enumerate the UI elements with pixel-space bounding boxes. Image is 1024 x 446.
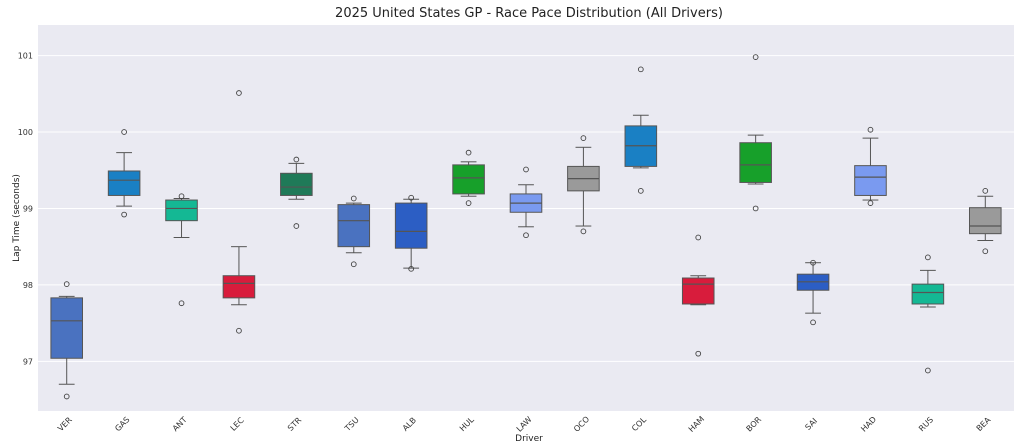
outlier-ALB-0 [408,194,415,201]
x-tick-label-HUL: HUL [458,415,476,433]
outlier-SAI-1 [810,319,816,326]
x-tick-label-BOR: BOR [745,415,764,434]
iqr-box-GAS [107,170,141,196]
outlier-GAS-1 [121,211,127,218]
y-axis-title: Lap Time (seconds) [12,174,22,262]
iqr-box-RUS [911,283,945,305]
outlier-STR-0 [293,156,300,163]
outlier-RUS-0 [925,254,931,261]
box-STR [280,156,313,229]
box-HUL [452,149,485,206]
outlier-STR-1 [293,223,300,229]
outlier-HAD-0 [867,126,874,133]
outlier-ANT-0 [178,193,185,200]
y-tick-label-100: 100 [18,128,33,137]
iqr-box-BOR [739,142,772,183]
box-BOR [739,54,772,212]
iqr-box-BEA [969,207,1002,235]
outlier-BEA-0 [982,188,989,194]
x-tick-label-BEA: BEA [975,415,993,433]
outlier-SAI-0 [810,259,816,266]
x-tick-label-HAM: HAM [687,414,706,433]
outlier-OCO-1 [580,228,587,235]
outlier-LAW-1 [523,232,529,239]
y-tick-label-98: 98 [23,281,33,290]
iqr-box-ANT [165,199,198,222]
iqr-box-HAM [681,277,715,305]
x-tick-label-ANT: ANT [171,415,189,433]
box-COL [624,66,658,194]
iqr-box-LEC [222,275,256,299]
x-tick-label-TSU: TSU [343,415,361,433]
box-LEC [222,90,256,334]
box-GAS [107,129,141,218]
box-HAD [854,126,887,206]
outlier-ANT-1 [178,300,185,307]
box-TSU [337,195,371,268]
x-tick-label-RUS: RUS [917,415,935,433]
y-axis: 97 98 99 100 101 [18,52,33,367]
iqr-box-ALB [394,202,428,249]
x-tick-label-LAW: LAW [515,415,534,434]
iqr-box-STR [280,172,313,196]
outlier-COL-0 [637,66,644,73]
x-tick-label-OCO: OCO [572,415,591,434]
outlier-ALB-1 [408,265,415,272]
x-tick-label-COL: COL [630,415,648,433]
x-axis: VER GAS ANT LEC STR TSU ALB HUL LAW OCO COL HAM BOR S… [56,414,993,433]
outlier-LEC-1 [236,327,242,334]
y-tick-label-101: 101 [18,52,33,61]
outlier-LEC-0 [236,90,242,96]
iqr-box-VER [50,297,83,359]
outlier-TSU-1 [350,261,357,268]
box-LAW [509,166,543,239]
outlier-HAM-1 [695,350,702,357]
outlier-LAW-0 [523,166,529,173]
x-axis-title: Driver [515,434,543,444]
box-SAI [796,259,830,326]
box-HAM [681,234,715,357]
iqr-box-HAD [854,165,887,196]
box-plots [50,54,1002,400]
iqr-box-HUL [452,164,485,195]
outlier-BOR-0 [752,54,759,60]
outlier-GAS-0 [121,129,127,135]
outlier-COL-1 [637,188,644,194]
y-tick-label-99: 99 [23,204,33,213]
x-tick-label-HAD: HAD [859,415,878,434]
x-tick-label-VER: VER [56,415,74,433]
outlier-BEA-1 [982,248,989,255]
x-tick-label-SAI: SAI [803,416,819,432]
box-ALB [394,194,428,272]
x-tick-label-ALB: ALB [401,416,418,433]
box-BEA [969,188,1002,255]
box-OCO [567,135,600,235]
outlier-HAD-1 [867,200,874,206]
x-tick-label-STR: STR [286,415,304,433]
outlier-RUS-1 [925,367,931,374]
chart-title: 2025 United States GP - Race Pace Distri… [335,6,723,21]
outlier-TSU-0 [350,195,357,202]
x-tick-label-GAS: GAS [113,415,131,433]
box-ANT [165,193,198,307]
outlier-VER-0 [63,281,70,287]
outlier-OCO-0 [580,135,587,141]
outlier-BOR-1 [752,205,759,212]
x-tick-label-LEC: LEC [229,415,246,432]
box-RUS [911,254,945,374]
outlier-HUL-1 [465,200,472,206]
outlier-VER-1 [63,393,70,400]
y-tick-label-97: 97 [23,357,33,366]
outlier-HUL-0 [465,149,472,156]
outlier-HAM-0 [695,234,702,241]
box-VER [50,281,83,400]
iqr-box-TSU [337,204,371,248]
